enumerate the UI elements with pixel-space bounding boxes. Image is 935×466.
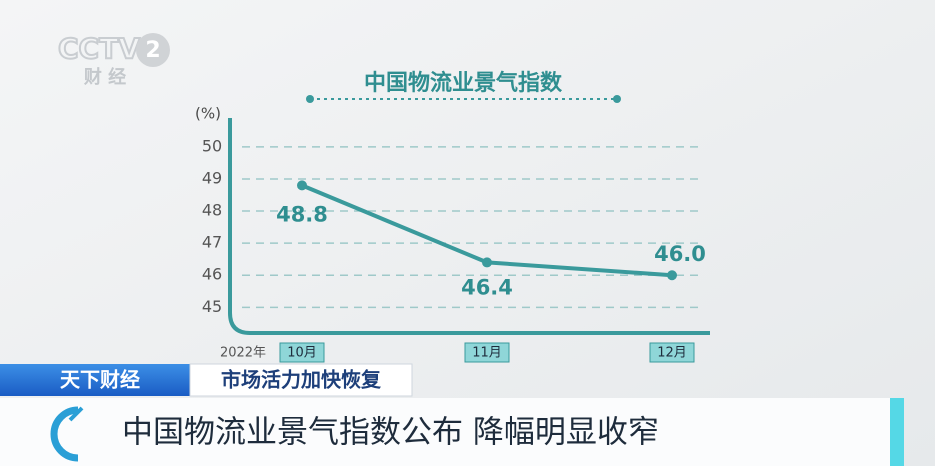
category-box xyxy=(464,342,510,363)
y-tick-label: 50 xyxy=(202,136,222,155)
y-axis-label: (%) xyxy=(195,105,221,123)
program-box xyxy=(0,364,190,396)
x-tick-label: 12月 xyxy=(657,346,687,361)
x-tick-label: 11月 xyxy=(472,346,502,361)
point xyxy=(667,270,677,281)
value-label: 46.0 xyxy=(654,242,706,266)
program-name: 天下财经 xyxy=(60,368,140,392)
title-dot xyxy=(613,95,621,103)
y-tick-label: 49 xyxy=(202,168,222,187)
y-tick-label: 46 xyxy=(202,265,222,284)
logo-channel: CCTV xyxy=(58,32,140,65)
logo-number: 2 xyxy=(145,38,160,63)
headline-icon xyxy=(68,406,84,422)
point xyxy=(297,180,307,191)
value-label: 48.8 xyxy=(276,202,328,226)
category-box xyxy=(649,342,695,363)
x-tick-label: 10月 xyxy=(287,346,317,361)
year-label: 2022年 xyxy=(220,346,266,361)
headline-icon xyxy=(50,406,79,462)
y-tick-label: 45 xyxy=(202,297,222,316)
point xyxy=(482,257,492,268)
title-dot xyxy=(306,95,314,103)
logo-name: 财 经 xyxy=(84,66,126,88)
y-tick-label: 48 xyxy=(202,201,222,220)
topic: 市场活力加快恢复 xyxy=(221,368,382,392)
headline-bar xyxy=(0,398,890,466)
y-tick-label: 47 xyxy=(202,233,222,252)
chart-title: 中国物流业景气指数 xyxy=(364,70,563,96)
category-box xyxy=(279,342,325,363)
headline: 中国物流业景气指数公布 降幅明显收窄 xyxy=(122,415,659,451)
axes xyxy=(228,118,710,335)
value-label: 46.4 xyxy=(461,275,513,299)
logo-circle xyxy=(136,33,170,67)
headline-accent xyxy=(890,398,904,466)
topic-box xyxy=(189,363,413,397)
